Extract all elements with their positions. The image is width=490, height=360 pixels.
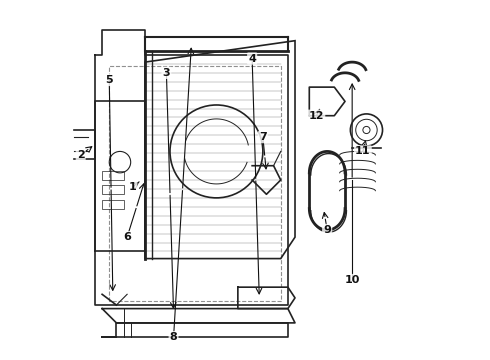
- Bar: [102, 171, 123, 180]
- Text: 11: 11: [355, 147, 370, 157]
- Text: 6: 6: [123, 232, 131, 242]
- Text: 3: 3: [163, 68, 170, 78]
- Text: 2: 2: [77, 150, 85, 160]
- Text: 10: 10: [344, 275, 360, 285]
- Text: 8: 8: [170, 332, 177, 342]
- Text: 9: 9: [323, 225, 331, 235]
- Text: 4: 4: [248, 54, 256, 64]
- Text: 1: 1: [128, 182, 136, 192]
- Text: 12: 12: [309, 111, 324, 121]
- Text: 7: 7: [259, 132, 267, 142]
- Bar: [102, 200, 123, 208]
- Bar: [102, 185, 123, 194]
- Text: 5: 5: [105, 75, 113, 85]
